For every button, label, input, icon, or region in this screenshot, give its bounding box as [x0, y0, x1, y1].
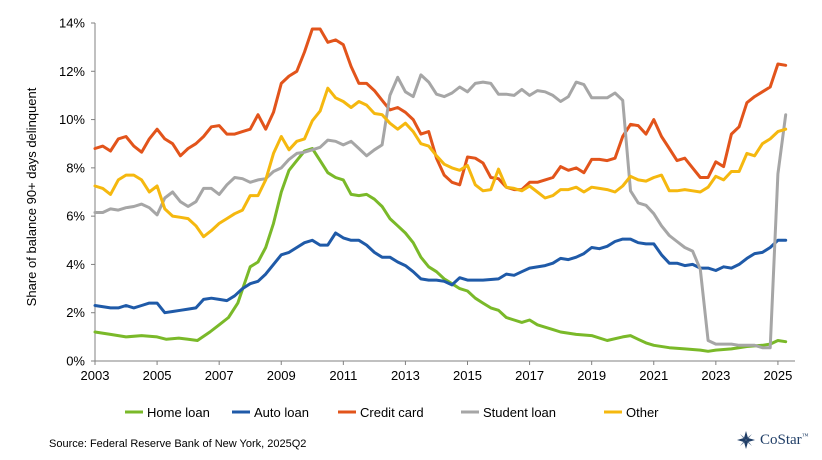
- costar-logo: CoStar™: [736, 430, 809, 450]
- x-tick-label: 2021: [639, 368, 668, 383]
- y-tick-label: 4%: [66, 257, 85, 272]
- x-tick-label: 2011: [329, 368, 357, 383]
- costar-logo-text: CoStar™: [760, 431, 809, 448]
- legend-label-other: Other: [626, 405, 659, 420]
- legend: Home loan Auto loan Credit card Student loa…: [125, 405, 659, 420]
- tick-labels: 0% 2% 4% 6% 8% 10% 12% 14% 2003 2005 2007 2009 2011 2…: [59, 16, 792, 384]
- y-tick-label: 14%: [59, 16, 85, 31]
- axes: [91, 22, 795, 365]
- x-tick-label: 2007: [205, 368, 234, 383]
- source-note: Source: Federal Reserve Bank of New York…: [49, 438, 307, 450]
- x-tick-label: 2003: [81, 368, 110, 383]
- legend-label-home-loan: Home loan: [147, 405, 210, 420]
- student-loan-series-line: [93, 73, 788, 350]
- home-loan-series-line: [93, 147, 788, 353]
- y-tick-label: 0%: [66, 354, 85, 369]
- y-tick-label: 12%: [59, 64, 85, 79]
- legend-label-student-loan: Student loan: [483, 405, 556, 420]
- y-tick-label: 10%: [59, 112, 85, 127]
- y-tick-label: 2%: [66, 305, 85, 320]
- x-tick-label: 2023: [701, 368, 730, 383]
- legend-label-auto-loan: Auto loan: [254, 405, 309, 420]
- x-tick-label: 2009: [267, 368, 296, 383]
- y-tick-label: 6%: [66, 209, 85, 224]
- x-tick-label: 2019: [577, 368, 606, 383]
- legend-label-credit-card: Credit card: [360, 405, 424, 420]
- x-tick-label: 2015: [453, 368, 482, 383]
- other-series-line: [93, 86, 788, 239]
- y-axis-label: Share of balance 90+ days delinquent: [24, 87, 39, 306]
- series-lines: [93, 27, 788, 353]
- auto-loan-series-line: [93, 231, 788, 315]
- costar-star-icon: [737, 431, 755, 449]
- x-tick-label: 2013: [391, 368, 420, 383]
- x-tick-label: 2017: [515, 368, 544, 383]
- credit-card-series-line: [93, 27, 788, 192]
- x-tick-label: 2005: [143, 368, 172, 383]
- x-tick-label: 2025: [763, 368, 792, 383]
- y-tick-label: 8%: [66, 160, 85, 175]
